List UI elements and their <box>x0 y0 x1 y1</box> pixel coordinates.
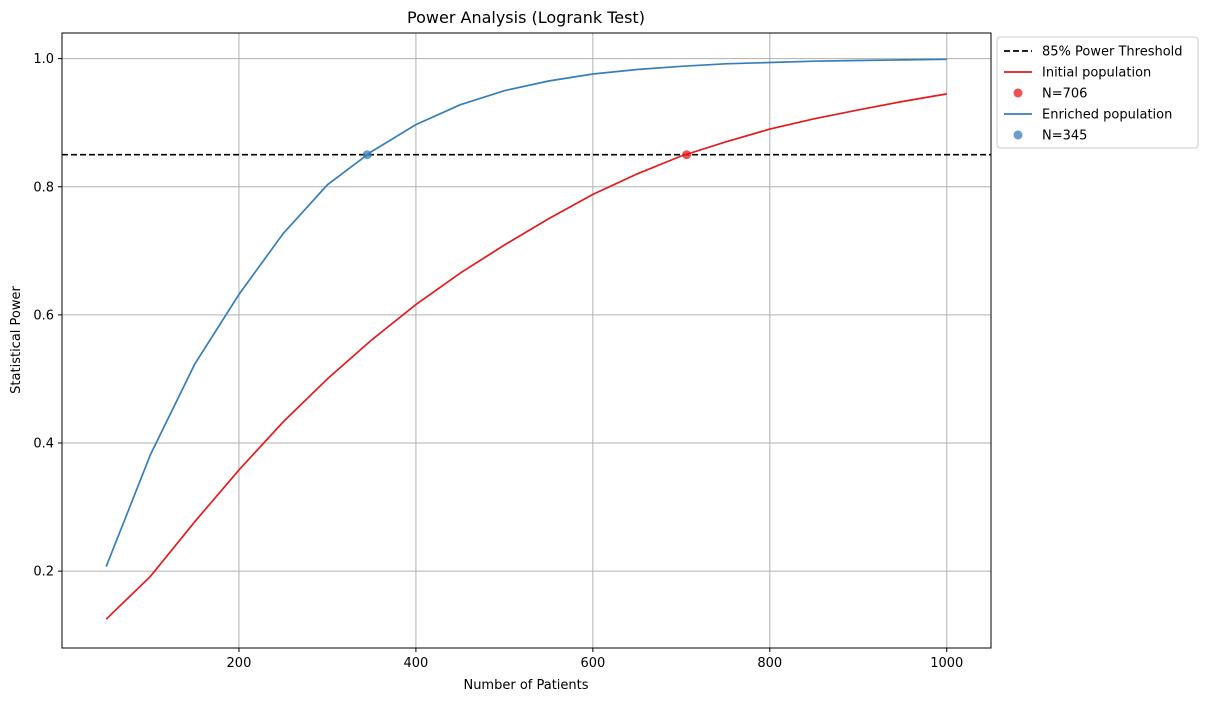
x-tick-label: 1000 <box>930 656 963 671</box>
x-tick-label: 400 <box>403 656 428 671</box>
x-tick-label: 800 <box>757 656 782 671</box>
legend-label: N=706 <box>1042 87 1087 102</box>
chart-title: Power Analysis (Logrank Test) <box>407 8 645 27</box>
plot-frame <box>61 32 992 649</box>
legend-marker-swatch <box>1013 130 1023 140</box>
marker-layer <box>362 150 692 160</box>
x-axis-label: Number of Patients <box>463 678 588 693</box>
x-tick-label: 200 <box>227 656 252 671</box>
series-line <box>105 58 947 567</box>
marker-point <box>682 150 692 160</box>
series-line <box>105 93 947 620</box>
legend: 85% Power Threshold Initial population N=7… <box>996 36 1199 149</box>
y-tick-label: 0.6 <box>33 308 54 323</box>
tick-layer: 200 400 600 800 1000 0.2 0.4 0.6 0.8 1.0 <box>33 52 963 671</box>
y-tick-label: 0.2 <box>33 565 54 580</box>
legend-label: Initial population <box>1042 66 1151 81</box>
y-tick-label: 0.8 <box>33 180 54 195</box>
marker-point <box>362 150 372 160</box>
y-tick-label: 1.0 <box>33 52 54 67</box>
legend-label: Enriched population <box>1042 108 1172 123</box>
series-layer <box>105 58 947 620</box>
legend-marker-swatch <box>1013 88 1023 98</box>
x-tick-label: 600 <box>580 656 605 671</box>
grid-layer <box>62 33 991 648</box>
legend-label: N=345 <box>1042 129 1087 144</box>
y-axis-label: Statistical Power <box>9 286 24 394</box>
legend-label: 85% Power Threshold <box>1042 45 1183 60</box>
legend-box <box>996 36 1199 149</box>
y-tick-label: 0.4 <box>33 437 54 452</box>
